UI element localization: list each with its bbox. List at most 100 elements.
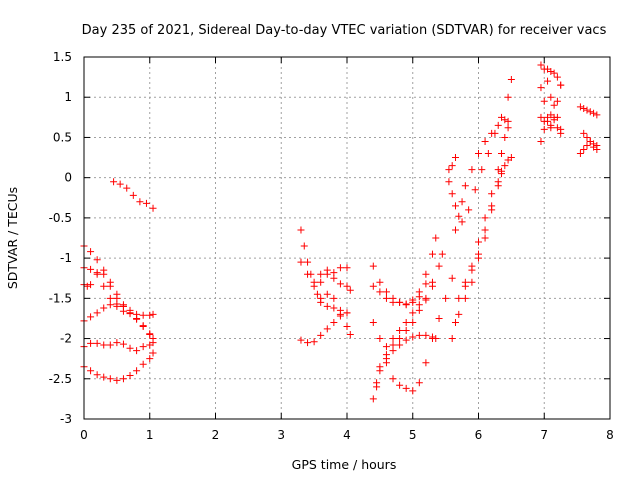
data-point-marker [93, 269, 101, 277]
y-tick-label: -0.5 [49, 211, 72, 225]
x-tick-label: 0 [80, 428, 88, 442]
data-point-marker [409, 387, 417, 395]
data-point-marker [330, 269, 338, 277]
data-point-marker [330, 304, 338, 312]
x-tick-label: 6 [475, 428, 483, 442]
series-arc-q [373, 331, 440, 391]
data-point-marker [323, 270, 331, 278]
data-point-marker [330, 318, 338, 326]
series-arc-d [80, 300, 154, 339]
data-point-marker [100, 304, 108, 312]
data-point-marker [382, 288, 390, 296]
data-point-marker [304, 339, 312, 347]
data-point-marker [330, 294, 338, 302]
data-point-marker [376, 335, 384, 343]
data-point-marker [343, 322, 351, 330]
data-point-marker [297, 336, 305, 344]
data-point-marker [583, 133, 591, 141]
data-point-marker [369, 262, 377, 270]
data-point-marker [389, 298, 397, 306]
data-point-marker [448, 274, 456, 282]
series-arc-ad [576, 103, 601, 119]
data-point-marker [149, 204, 157, 212]
data-point-marker [93, 371, 101, 379]
data-point-marker [396, 298, 404, 306]
data-point-marker [580, 129, 588, 137]
x-tick-label: 3 [277, 428, 285, 442]
data-point-marker [343, 309, 351, 317]
y-tick-label: -2.5 [49, 372, 72, 386]
data-point-marker [369, 282, 377, 290]
series-arc-m [369, 234, 440, 308]
data-point-marker [369, 318, 377, 326]
data-point-marker [586, 137, 594, 145]
data-point-marker [481, 137, 489, 145]
data-point-marker [119, 302, 127, 310]
data-point-marker [484, 150, 492, 158]
data-point-marker [537, 61, 545, 69]
data-point-marker [100, 282, 108, 290]
data-point-marker [336, 280, 344, 288]
data-point-marker [93, 339, 101, 347]
series-arc-w [461, 167, 506, 290]
data-point-marker [133, 347, 141, 355]
data-point-marker [415, 301, 423, 309]
series-arc-x [445, 154, 459, 174]
data-point-marker [550, 69, 558, 77]
data-point-marker [507, 76, 515, 84]
data-point-marker [507, 154, 515, 162]
data-point-marker [547, 121, 555, 129]
data-point-marker [389, 347, 397, 355]
data-point-marker [129, 191, 137, 199]
data-point-marker [139, 322, 147, 330]
data-point-marker [133, 315, 141, 323]
data-point-marker [336, 310, 344, 318]
series-arc-r [382, 250, 446, 351]
data-point-marker [317, 331, 325, 339]
data-point-marker [451, 226, 459, 234]
y-tick-label: 0.5 [53, 130, 72, 144]
data-point-marker [396, 341, 404, 349]
data-point-marker [376, 288, 384, 296]
data-point-marker [544, 77, 552, 85]
data-point-marker [557, 81, 565, 89]
data-point-marker [540, 117, 548, 125]
data-point-marker [106, 301, 114, 309]
data-point-marker [422, 296, 430, 304]
data-point-marker [146, 331, 154, 339]
plot-frame [83, 56, 611, 420]
data-point-marker [382, 294, 390, 302]
data-point-marker [458, 218, 466, 226]
data-point-marker [461, 282, 469, 290]
data-point-marker [481, 214, 489, 222]
data-point-marker [471, 186, 479, 194]
x-tick-label: 7 [540, 428, 548, 442]
data-point-marker [504, 124, 512, 132]
data-point-marker [422, 359, 430, 367]
data-point-marker [590, 109, 598, 117]
data-point-marker [461, 294, 469, 302]
data-point-marker [110, 178, 118, 186]
grid-lines [84, 57, 610, 419]
data-point-marker [501, 133, 509, 141]
data-point-marker [537, 113, 545, 121]
data-point-marker [498, 150, 506, 158]
data-point-marker [323, 325, 331, 333]
data-point-marker [100, 341, 108, 349]
data-point-marker [435, 314, 443, 322]
y-axis-label: SDTVAR / TECUs [5, 187, 20, 289]
data-point-marker [448, 162, 456, 170]
data-point-marker [475, 150, 482, 158]
data-point-marker [455, 212, 463, 220]
data-point-marker [547, 67, 555, 75]
data-point-marker [580, 146, 588, 154]
data-point-marker [310, 282, 318, 290]
data-point-marker [455, 310, 463, 318]
x-tick-label: 1 [146, 428, 154, 442]
data-point-marker [300, 242, 308, 250]
data-point-marker [83, 282, 91, 290]
data-point-marker [149, 310, 157, 318]
x-tick-label: 4 [343, 428, 351, 442]
series-arc-k [313, 264, 351, 298]
